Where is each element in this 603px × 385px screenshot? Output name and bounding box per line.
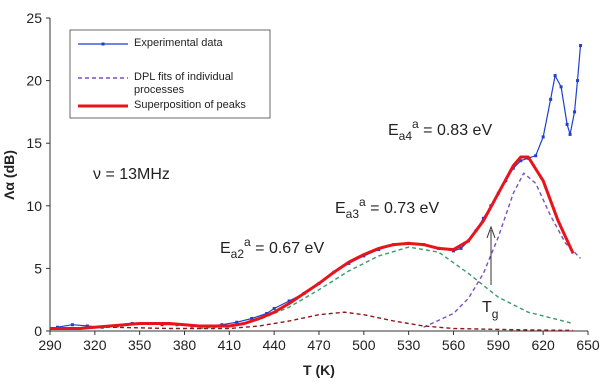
- annotation-sup: a: [412, 117, 419, 131]
- x-tick-label: 320: [83, 337, 107, 353]
- x-tick-label: 440: [262, 337, 286, 353]
- annotation-sub: a3: [346, 207, 360, 221]
- x-tick-label: 650: [576, 337, 600, 353]
- data-point: [549, 97, 553, 101]
- data-point: [559, 85, 563, 89]
- data-point: [272, 306, 276, 310]
- annotation-text: T: [482, 299, 492, 316]
- legend-label: Superposition of peaks: [134, 99, 246, 111]
- y-tick-label: 5: [34, 260, 42, 276]
- x-tick-label: 350: [128, 337, 152, 353]
- annotation: Tg: [482, 299, 498, 321]
- x-tick-label: 530: [397, 337, 421, 353]
- legend-label-box: Superposition of peaks: [134, 99, 246, 111]
- data-point: [565, 122, 569, 126]
- plot-area: 290 320 350 380 410 440 470 500 530 560 590 620 650 0…: [26, 10, 599, 353]
- legend: Experimental data DPL fits of individual …: [78, 37, 246, 111]
- data-point: [287, 299, 291, 303]
- data-point: [70, 323, 74, 327]
- x-tick-label: 620: [531, 337, 555, 353]
- data-point: [553, 74, 557, 78]
- data-point: [519, 159, 523, 163]
- legend-label-box: DPL fits of individual processes: [134, 71, 234, 96]
- tg-arrow-head: [486, 225, 496, 239]
- series-line: [50, 155, 575, 330]
- data-point: [573, 110, 577, 114]
- annotation: ν = 13MHz: [93, 166, 170, 183]
- annotation-text: E: [388, 122, 399, 139]
- annotation-sub: g: [492, 307, 499, 321]
- data-point: [85, 324, 89, 328]
- series-line: [49, 311, 574, 332]
- series-line: [199, 246, 574, 330]
- x-tick-label: 470: [307, 337, 331, 353]
- y-tick-label: 10: [26, 198, 42, 214]
- annotation-sub: a4: [399, 129, 413, 143]
- x-tick-label: 380: [173, 337, 197, 353]
- y-axis-label: Λα (dB): [1, 150, 17, 200]
- annotation-sup: a: [359, 195, 366, 209]
- y-tick-label: 25: [26, 10, 42, 26]
- annotation-text: = 0.67 eV: [251, 240, 325, 257]
- annotation: Ea3a = 0.73 eV: [335, 195, 439, 221]
- data-point: [235, 320, 239, 324]
- data-point: [250, 316, 254, 320]
- series-line: [423, 172, 581, 328]
- y-tick-label: 20: [26, 73, 42, 89]
- annotation-text: E: [335, 200, 346, 217]
- data-point: [541, 135, 545, 139]
- annotation-text: E: [220, 240, 231, 257]
- y-tick-label: 15: [26, 135, 42, 151]
- x-tick-label: 410: [218, 337, 242, 353]
- legend-label: DPL fits of individual processes: [134, 71, 234, 96]
- legend-marker: [101, 42, 105, 46]
- annotation-text: = 0.83 eV: [419, 122, 493, 139]
- annotation: Ea4a = 0.83 eV: [388, 117, 492, 143]
- data-point: [579, 44, 583, 48]
- y-tick-label: 0: [34, 323, 42, 339]
- x-tick-label: 290: [38, 337, 62, 353]
- x-tick-label: 500: [352, 337, 376, 353]
- x-axis-label: T (K): [303, 362, 335, 378]
- legend-label-box: Experimental data: [134, 37, 223, 49]
- x-tick-label: 590: [487, 337, 511, 353]
- data-point: [459, 246, 463, 250]
- legend-label: Experimental data: [134, 37, 223, 49]
- annotation: Ea2a = 0.67 eV: [220, 235, 324, 261]
- x-tick-label: 560: [442, 337, 466, 353]
- data-point: [265, 311, 269, 315]
- data-point: [534, 154, 538, 158]
- annotation-text: = 0.73 eV: [366, 200, 440, 217]
- data-point: [568, 132, 572, 136]
- annotation-sub: a2: [231, 247, 245, 261]
- annotation-sup: a: [244, 235, 251, 249]
- data-point: [576, 79, 580, 83]
